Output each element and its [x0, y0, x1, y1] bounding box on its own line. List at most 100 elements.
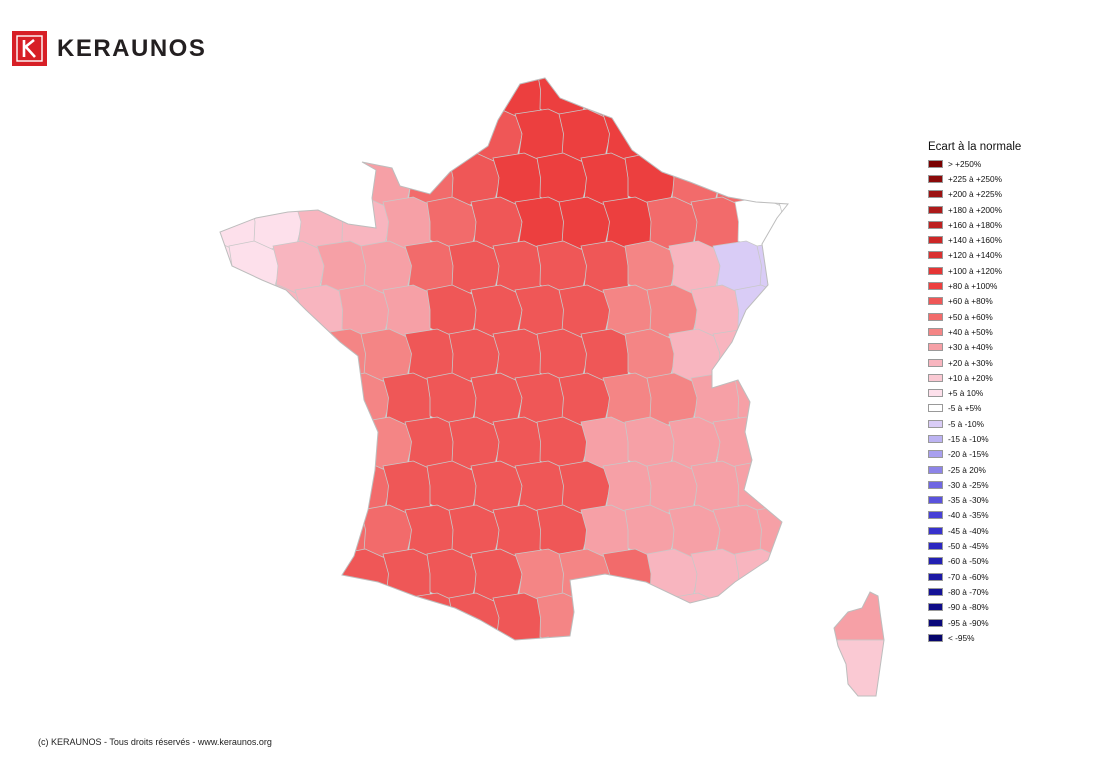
departement-area — [382, 636, 435, 640]
legend-swatch — [928, 205, 943, 214]
legend-item: -60 à -50% — [928, 554, 1021, 569]
legend-swatch — [928, 343, 943, 352]
departement-area — [360, 328, 413, 382]
departement-area — [756, 416, 788, 470]
departement-area — [272, 240, 325, 294]
legend-label: -70 à -60% — [948, 571, 989, 582]
departement-area — [250, 636, 303, 640]
legend-label: +80 à +100% — [948, 281, 998, 292]
departement-area — [778, 196, 788, 250]
departement-area — [250, 284, 303, 338]
legend-label: +100 à +120% — [948, 265, 1002, 276]
departement-area — [294, 108, 347, 162]
legend-swatch — [928, 480, 943, 489]
legend-label: +5 à 10% — [948, 388, 984, 399]
legend-label: -20 à -15% — [948, 449, 989, 460]
legend-item: -25 à 20% — [928, 462, 1021, 477]
legend-label: -5 à -10% — [948, 418, 984, 429]
departement-area — [470, 636, 523, 640]
legend-item: -30 à -25% — [928, 477, 1021, 492]
departement-area — [250, 372, 303, 426]
legend-swatch — [928, 450, 943, 459]
departement-area — [404, 78, 458, 118]
departement-area — [316, 416, 371, 471]
departement-area — [690, 108, 743, 162]
legend-swatch — [928, 389, 943, 398]
legend-label: +10 à +20% — [948, 372, 993, 383]
departement-area — [360, 416, 413, 470]
departement-area — [624, 78, 677, 118]
legend-item: -5 à +5% — [928, 401, 1021, 416]
legend-item: -15 à -10% — [928, 431, 1021, 446]
legend-swatch — [928, 373, 943, 382]
departement-area — [734, 108, 787, 162]
legend-item: -80 à -70% — [928, 584, 1021, 599]
departement-area — [272, 152, 325, 206]
legend-swatch — [928, 236, 943, 245]
legend-label: +60 à +80% — [948, 296, 993, 307]
departement-area — [338, 548, 391, 602]
departement-area — [360, 78, 413, 118]
legend-swatch — [928, 220, 943, 229]
departement-area — [558, 284, 611, 338]
legend-label: -80 à -70% — [948, 586, 989, 597]
legend-item: +40 à +50% — [928, 324, 1021, 339]
departement-area — [470, 108, 523, 162]
departement-area — [668, 240, 721, 294]
legend-swatch — [928, 419, 943, 428]
legend-swatch — [928, 312, 943, 321]
departement-area — [580, 152, 633, 206]
legend-item: +120 à +140% — [928, 248, 1021, 263]
departement-area — [220, 240, 237, 294]
departement-area — [668, 152, 721, 206]
legend-item: -20 à -15% — [928, 447, 1021, 462]
legend-item: +30 à +40% — [928, 340, 1021, 355]
legend-swatch — [928, 633, 943, 642]
departement-area — [294, 636, 347, 640]
legend-item: +5 à 10% — [928, 385, 1021, 400]
departement-area — [338, 108, 391, 162]
departement-area — [448, 328, 501, 382]
legend-swatch — [928, 434, 943, 443]
departement-area — [272, 504, 325, 558]
legend-swatch — [928, 266, 943, 275]
departement-area — [220, 328, 237, 382]
legend-swatch — [928, 511, 943, 520]
legend-swatch — [928, 282, 943, 291]
legend-swatch — [928, 327, 943, 336]
legend-label: -30 à -25% — [948, 479, 989, 490]
departement-area-corsica — [834, 592, 884, 641]
legend-swatch — [928, 358, 943, 367]
departement-area — [316, 592, 371, 640]
departement-area — [272, 328, 325, 382]
legend-label: -90 à -80% — [948, 602, 989, 613]
departement-area — [624, 592, 677, 640]
legend-item: -90 à -80% — [928, 600, 1021, 615]
departement-area — [756, 328, 788, 382]
legend-swatch — [928, 404, 943, 413]
legend-swatch — [928, 572, 943, 581]
departement-area — [778, 636, 788, 640]
legend-label: +160 à +180% — [948, 219, 1002, 230]
departement-area — [492, 78, 545, 118]
departement-area — [668, 592, 721, 640]
departement-area — [294, 284, 347, 338]
departement-area — [558, 548, 611, 602]
legend-label: < -95% — [948, 632, 975, 643]
legend-swatch — [928, 496, 943, 505]
legend-item: > +250% — [928, 156, 1021, 171]
departement-area — [294, 460, 347, 514]
departement-area — [646, 548, 699, 602]
departement-area — [470, 460, 523, 514]
legend-item: -35 à -30% — [928, 493, 1021, 508]
departement-area — [220, 548, 260, 602]
departement-area — [228, 416, 281, 470]
departement-area — [558, 460, 611, 514]
departement-area — [470, 548, 523, 602]
departement-area — [778, 372, 788, 426]
legend-item: -45 à -40% — [928, 523, 1021, 538]
legend-item: -40 à -35% — [928, 508, 1021, 523]
departement-area — [448, 240, 501, 294]
departement-area — [778, 460, 788, 514]
